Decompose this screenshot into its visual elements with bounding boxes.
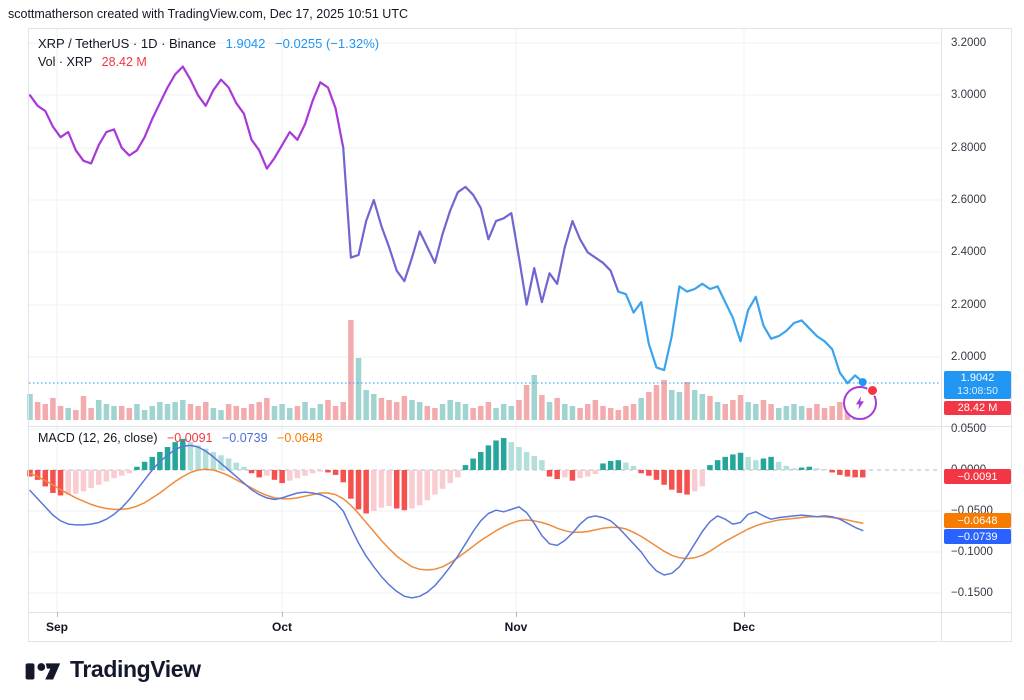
- price-tick-label: 3.2000: [951, 37, 987, 49]
- macd-signal-badge: −0.0648: [944, 513, 1011, 528]
- symbol-legend[interactable]: XRP / TetherUS · 1D · Binance 1.9042 −0.…: [38, 36, 379, 51]
- notification-dot: [867, 385, 878, 396]
- volume-badge: 28.42 M: [944, 401, 1011, 415]
- price-tick-label: 2.4000: [951, 246, 987, 258]
- macd-line-value: −0.0739: [222, 431, 268, 445]
- lightning-icon: [856, 396, 864, 410]
- time-axis-tick: [282, 612, 283, 617]
- time-axis-label: Dec: [732, 620, 756, 634]
- time-axis-label: Oct: [271, 620, 293, 634]
- current-price-text: 1.9042: [960, 372, 995, 384]
- last-price-value: 1.9042: [225, 36, 266, 51]
- attribution-text: scottmatherson created with TradingView.…: [8, 7, 408, 21]
- instant-order-lightning-badge[interactable]: [843, 385, 878, 420]
- macd-tick-label: −0.1500: [951, 587, 993, 599]
- time-axis-label: Nov: [504, 620, 528, 634]
- symbol-title: XRP / TetherUS · 1D · Binance: [38, 36, 216, 51]
- price-tick-label: 2.8000: [951, 142, 987, 154]
- time-axis-tick: [744, 612, 745, 617]
- time-axis-tick: [57, 612, 58, 617]
- volume-label: Vol · XRP: [38, 55, 93, 69]
- price-tick-label: 2.6000: [951, 194, 987, 206]
- price-change-value: −0.0255 (−1.32%): [275, 36, 380, 51]
- macd-signal-value: −0.0648: [277, 431, 323, 445]
- macd-value-badge: −0.0739: [944, 529, 1011, 544]
- macd-tick-label: −0.1000: [951, 546, 993, 558]
- bar-countdown-text: 13:08:50: [957, 385, 998, 397]
- time-axis-label: Sep: [45, 620, 69, 634]
- price-tick-label: 3.0000: [951, 89, 987, 101]
- macd-title: MACD (12, 26, close): [38, 431, 158, 445]
- price-tick-label: 2.0000: [951, 351, 987, 363]
- footer-brand[interactable]: TradingView: [24, 655, 201, 683]
- time-axis-tick: [516, 612, 517, 617]
- macd-hist-value: −0.0091: [166, 431, 213, 445]
- tradingview-wordmark: TradingView: [70, 655, 201, 682]
- tradingview-logo-icon: [25, 663, 61, 680]
- volume-legend[interactable]: Vol · XRP 28.42 M: [38, 55, 147, 69]
- macd-tick-label: 0.0500: [951, 423, 987, 435]
- macd-hist-badge: −0.0091: [944, 469, 1011, 484]
- current-price-badge: 1.9042 13:08:50: [944, 371, 1011, 399]
- macd-legend[interactable]: MACD (12, 26, close) −0.0091 −0.0739 −0.…: [38, 431, 323, 445]
- price-tick-label: 2.2000: [951, 299, 987, 311]
- volume-value: 28.42 M: [101, 55, 147, 69]
